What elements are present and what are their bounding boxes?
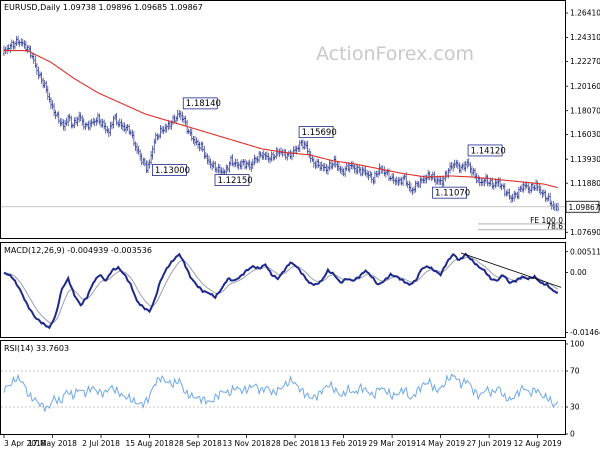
price-tick-label: 1.24310 [570, 33, 600, 42]
date-tick-label: 27 Jun 2019 [467, 439, 512, 448]
price-tick-label: 1.22270 [570, 57, 600, 66]
macd-tick-label: 0.00 [570, 268, 587, 277]
rsi-panel-frame [0, 340, 566, 435]
date-tick-label: 28 Dec 2018 [271, 439, 319, 448]
rsi-tick-label: 100 [570, 340, 585, 349]
current-price-box [565, 200, 600, 213]
annotation-label: 1.12150 [218, 176, 253, 186]
rsi-tick-label: 30 [570, 403, 580, 412]
price-bars [3, 35, 559, 212]
annotation-label: 1.18140 [186, 99, 221, 109]
date-tick-label: 29 Mar 2019 [368, 439, 416, 448]
rsi-line [3, 373, 559, 412]
price-tick-label: 1.11880 [570, 179, 600, 188]
annotation-label: 1.11070 [435, 188, 470, 198]
fib-level-label: FE 100.0 [530, 216, 563, 225]
price-annotation: 1.14120 [467, 144, 506, 157]
macd-line [3, 252, 559, 330]
price-annotation: 1.18140 [182, 97, 221, 110]
date-tick-label: 13 Feb 2019 [320, 439, 367, 448]
date-tick-label: 15 Aug 2018 [126, 439, 174, 448]
annotation-label: 1.13000 [155, 166, 190, 176]
current-price-label: 1.09867 [569, 203, 600, 212]
date-tick-label: 17 May 2018 [28, 439, 77, 448]
date-tick-label: 13 Nov 2018 [223, 439, 271, 448]
date-tick-label: 3 Apr 2018 [4, 439, 46, 448]
price-bar [557, 202, 559, 212]
date-tick-label: 14 May 2019 [416, 439, 465, 448]
date-tick-label: 2 Jul 2018 [82, 439, 120, 448]
rsi-tick-label: 0 [570, 430, 575, 439]
price-tick-label: 1.26410 [570, 9, 600, 18]
price-tick-label: 1.16030 [570, 130, 600, 139]
price-annotation: 1.15690 [298, 126, 337, 138]
macd-trendline [460, 252, 562, 288]
moving-average-line [4, 50, 559, 189]
price-annotation: 1.11070 [432, 186, 470, 199]
chart-title: EURUSD,Daily 1.09738 1.09896 1.09685 1.0… [4, 3, 203, 12]
price-annotation: 1.13000 [152, 164, 190, 176]
rsi-title: RSI(14) 33.7603 [4, 344, 69, 353]
price-tick-label: 1.07690 [570, 228, 600, 237]
date-tick-label: 28 Sep 2018 [174, 439, 222, 448]
date-tick-label: 12 Aug 2019 [514, 439, 562, 448]
watermark: ActionForex.com [316, 43, 474, 65]
macd-panel-frame [0, 242, 566, 338]
macd-title: MACD(12,26,9) -0.004939 -0.003536 [4, 246, 152, 255]
macd-tick-label: 0.005114 [570, 247, 600, 256]
macd-tick-label: -0.014647 [570, 328, 600, 337]
price-panel-frame [0, 0, 566, 239]
fib-level-label: 78.6 [546, 222, 563, 231]
price-tick-label: 1.13930 [570, 155, 600, 164]
rsi-tick-label: 70 [570, 367, 580, 376]
price-tick-label: 1.18070 [570, 106, 600, 115]
annotation-label: 1.15690 [302, 128, 337, 138]
annotation-label: 1.14120 [471, 146, 506, 156]
price-tick-label: 1.20160 [570, 82, 600, 91]
price-annotation: 1.12150 [214, 174, 253, 186]
